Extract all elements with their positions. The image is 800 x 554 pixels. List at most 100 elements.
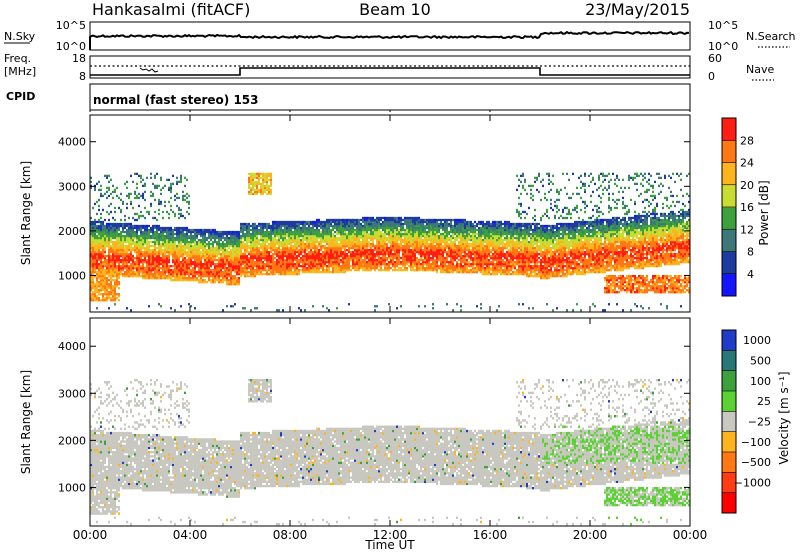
power-cell: [208, 256, 210, 260]
power-cell: [210, 232, 212, 236]
power-cell: [278, 244, 280, 248]
power-cell: [204, 236, 206, 240]
power-cell: [354, 220, 356, 224]
power-cell: [124, 258, 126, 262]
power-cell: [336, 264, 338, 268]
power-cell: [284, 248, 286, 252]
power-cell: [414, 218, 416, 222]
power-cell: [260, 262, 262, 266]
power-cell: [176, 196, 178, 200]
power-cell: [276, 258, 278, 262]
power-cell: [258, 270, 260, 274]
power-cell: [122, 240, 124, 244]
power-cell: [246, 238, 248, 242]
power-cell: [200, 230, 202, 234]
power-cell: [252, 226, 254, 230]
power-cell: [244, 262, 246, 266]
power-cell: [118, 250, 120, 254]
power-cell: [228, 230, 230, 234]
power-cell: [296, 266, 298, 270]
power-cell: [160, 246, 162, 250]
power-cell: [118, 262, 120, 266]
power-cell: [252, 238, 254, 242]
power-cell: [146, 266, 148, 270]
power-cell: [112, 264, 114, 268]
power-cell: [220, 262, 222, 266]
power-cell: [416, 228, 418, 232]
freq-scatter: [139, 67, 159, 73]
power-cell: [284, 232, 286, 236]
power-cell: [156, 250, 158, 254]
power-cell: [264, 244, 266, 248]
power-cell: [160, 252, 162, 256]
power-cell: [104, 258, 106, 262]
power-cell: [320, 244, 322, 248]
power-cell: [428, 260, 430, 264]
power-cell: [376, 218, 378, 222]
power-cell: [440, 240, 442, 244]
power-cell: [146, 232, 148, 236]
power-cell: [324, 248, 326, 252]
power-cell: [110, 222, 112, 226]
power-cell: [426, 226, 428, 230]
power-cell: [246, 226, 248, 230]
power-cell: [108, 194, 110, 198]
power-cell: [376, 236, 378, 240]
power-cell: [96, 252, 98, 256]
power-cell: [446, 218, 448, 222]
power-cell: [196, 228, 198, 232]
power-cell: [114, 224, 116, 228]
power-cell: [120, 264, 122, 268]
power-cell: [190, 305, 192, 308]
power-cell: [272, 264, 274, 268]
power-cell: [170, 188, 172, 192]
power-cell: [178, 275, 180, 278]
power-cell: [138, 258, 140, 262]
power-cell: [104, 281, 106, 284]
power-cell: [380, 260, 382, 264]
power-cell: [382, 236, 384, 240]
power-cell: [346, 236, 348, 240]
power-cell: [376, 224, 378, 228]
power-cell: [196, 273, 198, 276]
power-cell: [194, 232, 196, 236]
power-cell: [108, 242, 110, 246]
power-cell: [146, 258, 148, 262]
power-cell: [100, 252, 102, 256]
power-cell: [256, 230, 258, 234]
power-cell: [196, 252, 198, 256]
power-cell: [310, 242, 312, 246]
power-cell: [300, 228, 302, 232]
power-cell: [384, 244, 386, 248]
power-cell: [368, 228, 370, 232]
power-cell: [352, 246, 354, 250]
power-cell: [270, 228, 272, 232]
power-cell: [214, 277, 216, 280]
power-cell: [328, 264, 330, 268]
power-cell: [312, 250, 314, 254]
power-cell: [312, 305, 314, 308]
power-cell: [422, 226, 424, 230]
power-cell: [176, 256, 178, 260]
power-cell: [222, 281, 224, 284]
power-cell: [182, 214, 184, 218]
power-cell: [396, 244, 398, 248]
power-cell: [218, 273, 220, 276]
power-cell: [228, 256, 230, 260]
power-cell: [372, 258, 374, 262]
power-cell: [140, 248, 142, 252]
power-cell: [380, 230, 382, 234]
power-cell: [290, 250, 292, 254]
power-cell: [160, 258, 162, 262]
power-cell: [262, 176, 264, 180]
power-cell: [370, 266, 372, 270]
power-cell: [144, 270, 146, 274]
power-cell: [310, 260, 312, 264]
power-cell: [216, 275, 218, 278]
power-cell: [332, 252, 334, 256]
power-cell: [98, 289, 100, 292]
power-cell: [348, 238, 350, 242]
power-cell: [406, 216, 408, 220]
power-cell: [224, 270, 226, 274]
power-cell: [160, 236, 162, 240]
